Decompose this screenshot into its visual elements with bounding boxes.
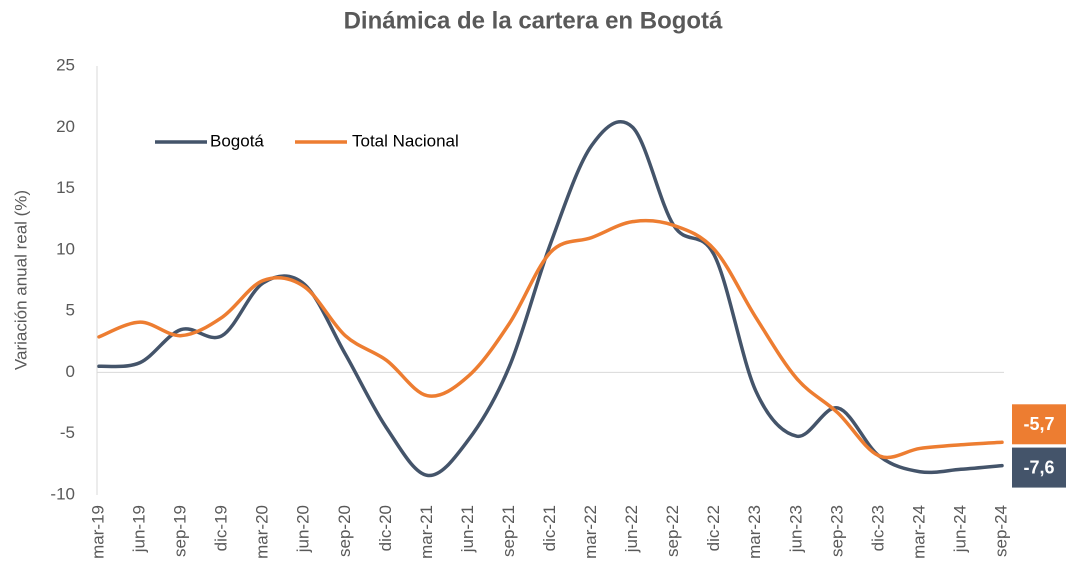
end-label: -7,6 (1023, 457, 1054, 477)
y-tick-label: -10 (50, 484, 75, 503)
x-tick-label: mar-23 (745, 505, 764, 559)
legend-label: Total Nacional (352, 131, 459, 150)
y-tick-label: 25 (56, 55, 75, 74)
x-tick-label: dic-23 (868, 505, 887, 551)
end-label: -5,7 (1023, 414, 1054, 434)
end-label-box (1012, 404, 1066, 445)
x-tick-label: dic-21 (540, 505, 559, 551)
y-tick-label: 15 (56, 178, 75, 197)
x-tick-label: jun-21 (458, 505, 477, 553)
x-tick-label: mar-19 (88, 505, 107, 559)
x-tick-label: sep-24 (991, 505, 1010, 557)
x-tick-label: sep-23 (827, 505, 846, 557)
x-tick-label: sep-19 (171, 505, 190, 557)
chart-title: Dinámica de la cartera en Bogotá (344, 7, 723, 34)
x-tick-label: jun-19 (130, 505, 149, 553)
x-tick-label: jun-23 (786, 505, 805, 553)
x-tick-label: sep-22 (663, 505, 682, 557)
y-tick-label: 0 (66, 362, 75, 381)
y-tick-label: 10 (56, 239, 75, 258)
y-tick-label: 20 (56, 117, 75, 136)
end-label-box (1012, 447, 1066, 488)
x-tick-label: sep-21 (499, 505, 518, 557)
y-tick-label: 5 (66, 301, 75, 320)
x-tick-label: jun-20 (294, 505, 313, 553)
x-tick-label: mar-24 (909, 505, 928, 559)
x-tick-label: mar-20 (253, 505, 272, 559)
x-tick-label: dic-19 (212, 505, 231, 551)
y-axis-label: Variación anual real (%) (11, 190, 30, 370)
x-tick-label: dic-22 (704, 505, 723, 551)
y-tick-label: -5 (60, 423, 75, 442)
series-line (97, 218, 1004, 460)
x-tick-label: dic-20 (376, 505, 395, 551)
x-tick-label: mar-22 (581, 505, 600, 559)
x-tick-label: jun-24 (950, 505, 969, 553)
x-tick-label: jun-22 (622, 505, 641, 553)
legend-label: Bogotá (210, 131, 264, 150)
series-line (97, 120, 1004, 478)
x-tick-label: sep-20 (335, 505, 354, 557)
x-tick-label: mar-21 (417, 505, 436, 559)
